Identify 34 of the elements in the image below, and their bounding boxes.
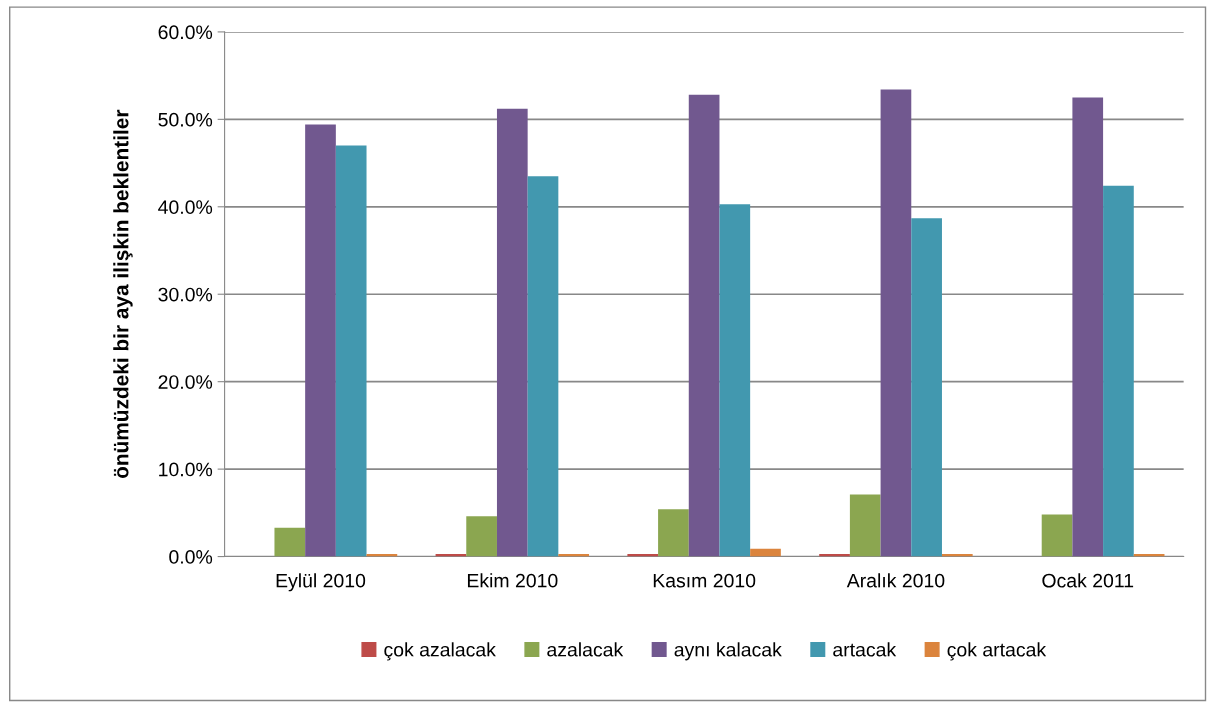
y-tick-label: 30.0% [158, 287, 213, 302]
bar [750, 548, 781, 557]
bar [880, 89, 912, 557]
y-tick-label: 10.0% [159, 462, 213, 477]
bar [658, 509, 689, 557]
bar [496, 108, 528, 557]
bar [688, 94, 720, 557]
x-tick-label: Ocak 2011 [1042, 573, 1134, 588]
bar [335, 145, 367, 557]
bar [274, 527, 306, 557]
y-tick-label: 50.0% [158, 112, 213, 127]
bar [849, 494, 881, 557]
y-tick-label: 20.0% [158, 375, 213, 389]
legend-label: artacak [833, 642, 897, 657]
bar [911, 218, 942, 557]
bar [1103, 185, 1134, 557]
y-tick-label: 0.0% [169, 550, 213, 564]
x-tick-label: Ekim 2010 [467, 573, 558, 588]
y-tick-label: 40.0% [158, 200, 213, 215]
bar [527, 176, 559, 557]
bar [305, 124, 336, 557]
bar [1072, 97, 1104, 557]
legend-label: çok azalacak [384, 642, 496, 661]
x-tick-label: Aralık 2010 [846, 573, 945, 588]
legend-label: azalacak [547, 642, 624, 657]
bar [1041, 514, 1073, 557]
x-tick-label: Eylül 2010 [276, 573, 366, 592]
y-tick-label: 60.0% [158, 25, 213, 40]
legend-label: çok artacak [947, 642, 1047, 661]
legend-label: aynı kalacak [674, 642, 782, 661]
bar [466, 516, 497, 557]
bar [719, 204, 751, 557]
y-axis-title: önümüzdeki bir aya ilişkin beklentiler [113, 109, 133, 479]
x-tick-label: Kasım 2010 [653, 573, 756, 588]
